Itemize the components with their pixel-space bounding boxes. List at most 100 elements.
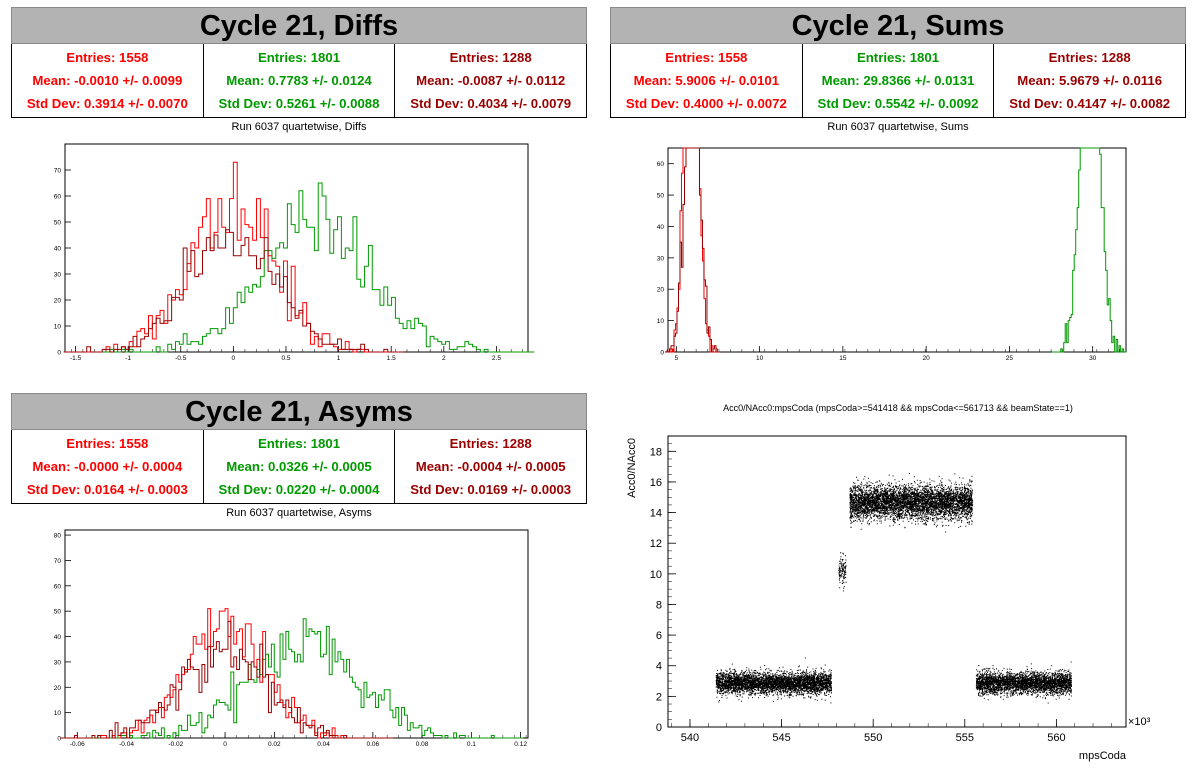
y-tick-label: 20 <box>657 287 665 294</box>
histogram-series-0 <box>65 608 388 739</box>
y-tick-label: 50 <box>54 220 62 227</box>
sums-stats-green: Entries: 1801 Mean: 29.8366 +/- 0.0131 S… <box>803 44 995 117</box>
entries-label: Entries: 1801 <box>257 436 341 451</box>
scatter-plot: 540 545 550 555 560 0 2 4 6 8 10 12 14 16 18 mpsCoda ×10… <box>626 435 1151 762</box>
scatter-cluster-1 <box>838 552 847 592</box>
histogram-series-1 <box>90 182 535 353</box>
entries-label: Entries: 1558 <box>66 50 149 65</box>
y-tick-label: 4 <box>656 661 662 673</box>
mean-label: Mean: 29.8366 +/- 0.0131 <box>821 73 975 88</box>
x-axis-label: mpsCoda <box>1079 750 1127 762</box>
y-tick-label: 6 <box>656 630 662 642</box>
plot-frame <box>667 147 1127 353</box>
y-tick-label: 0 <box>660 350 664 357</box>
x-tick-label: -1 <box>125 355 131 362</box>
diffs-stats-darkred: Entries: 1288 Mean: -0.0087 +/- 0.0112 S… <box>395 44 586 117</box>
entries-label: Entries: 1801 <box>856 50 940 65</box>
x-tick-label: 545 <box>772 732 790 744</box>
y-tick-label: 16 <box>650 477 662 489</box>
asyms-title: Cycle 21, Asyms <box>11 393 587 430</box>
histogram-series-1 <box>86 618 524 739</box>
x-axis-scale-label: ×10³ <box>1128 716 1151 728</box>
x-tick-label: 540 <box>681 732 699 744</box>
y-axis-label: Acc0/NAcc0 <box>626 438 638 498</box>
y-tick-label: 40 <box>54 634 62 641</box>
x-tick-label: 0.06 <box>367 741 380 748</box>
x-tick-label: 15 <box>839 355 847 362</box>
y-tick-label: 0 <box>57 736 61 743</box>
x-tick-label: -0.02 <box>168 741 183 748</box>
x-tick-label: -0.04 <box>119 741 134 748</box>
y-tick-label: 30 <box>54 272 62 279</box>
histogram-series-2 <box>60 620 393 739</box>
mean-label: Mean: -0.0000 +/- 0.0004 <box>32 459 183 474</box>
std-label: Std Dev: 0.4034 +/- 0.0079 <box>410 96 572 111</box>
y-tick-label: 2 <box>656 691 662 703</box>
y-tick-label: 70 <box>54 558 62 565</box>
sums-stats-red: Entries: 1558 Mean: 5.9006 +/- 0.0101 St… <box>611 44 803 117</box>
entries-label: Entries: 1801 <box>257 50 341 65</box>
scatter-cluster-3 <box>975 661 1072 704</box>
y-tick-label: 40 <box>54 246 62 253</box>
asyms-stats-red: Entries: 1558 Mean: -0.0000 +/- 0.0004 S… <box>12 430 204 503</box>
entries-label: Entries: 1288 <box>449 50 532 65</box>
x-tick-label: 10 <box>756 355 764 362</box>
x-tick-label: 0 <box>232 355 236 362</box>
y-tick-label: 8 <box>656 599 662 611</box>
plot-frame <box>64 143 529 353</box>
mean-label: Mean: 0.0326 +/- 0.0005 <box>226 459 372 474</box>
std-label: Std Dev: 0.0220 +/- 0.0004 <box>218 482 380 497</box>
sums-histogram: 5 10 15 20 25 30 0 10 20 30 40 50 60 <box>657 147 1127 362</box>
std-label: Std Dev: 0.5261 +/- 0.0088 <box>218 96 380 111</box>
x-tick-label: 30 <box>1089 355 1097 362</box>
entries-label: Entries: 1558 <box>66 436 149 451</box>
y-tick-label: 60 <box>657 161 665 168</box>
y-tick-label: 20 <box>54 298 62 305</box>
std-label: Std Dev: 0.0164 +/- 0.0003 <box>26 482 188 497</box>
y-tick-label: 70 <box>54 168 62 175</box>
x-tick-label: 555 <box>956 732 974 744</box>
std-label: Std Dev: 0.5542 +/- 0.0092 <box>817 96 979 111</box>
y-tick-label: 60 <box>54 194 62 201</box>
mean-label: Mean: 5.9679 +/- 0.0116 <box>1017 73 1163 88</box>
x-tick-label: 0.1 <box>467 741 476 748</box>
mean-label: Mean: -0.0004 +/- 0.0005 <box>415 459 566 474</box>
asyms-subtitle: Run 6037 quartetwise, Asyms <box>226 507 372 519</box>
std-label: Std Dev: 0.3914 +/- 0.0070 <box>26 96 188 111</box>
y-tick-label: 30 <box>54 659 62 666</box>
diffs-stats-box: Entries: 1558 Mean: -0.0010 +/- 0.0099 S… <box>11 44 587 118</box>
y-tick-label: 0 <box>57 350 61 357</box>
x-tick-label: 20 <box>923 355 931 362</box>
y-tick-label: 50 <box>54 609 62 616</box>
plot-frame <box>64 529 529 739</box>
histogram-series-2 <box>665 147 721 353</box>
diffs-histogram: -1.5 -1 -0.5 0 0.5 1 1.5 2 2.5 0 10 20 30 40 50 60 70 <box>54 143 535 362</box>
y-tick-label: 30 <box>657 255 665 262</box>
y-tick-label: 60 <box>54 583 62 590</box>
x-tick-label: 550 <box>864 732 882 744</box>
x-tick-label: 2.5 <box>492 355 501 362</box>
x-tick-label: 0 <box>223 741 227 748</box>
histogram-series-2 <box>63 229 404 353</box>
y-tick-label: 20 <box>54 685 62 692</box>
scatter-cluster-2 <box>849 473 974 533</box>
x-tick-label: 1 <box>337 355 341 362</box>
mean-label: Mean: -0.0010 +/- 0.0099 <box>32 73 183 88</box>
entries-label: Entries: 1558 <box>665 50 748 65</box>
y-tick-label: 0 <box>656 722 662 734</box>
scatter-title: Acc0/NAcc0:mpsCoda (mpsCoda>=541418 && m… <box>723 403 1073 413</box>
asyms-stats-darkred: Entries: 1288 Mean: -0.0004 +/- 0.0005 S… <box>395 430 586 503</box>
x-tick-label: 25 <box>1006 355 1014 362</box>
x-tick-label: 0.12 <box>514 741 527 748</box>
mean-label: Mean: -0.0087 +/- 0.0112 <box>416 73 566 88</box>
x-tick-label: -0.06 <box>70 741 85 748</box>
x-tick-label: 0.04 <box>317 741 330 748</box>
diffs-subtitle: Run 6037 quartetwise, Diffs <box>231 121 367 133</box>
y-tick-label: 50 <box>657 193 665 200</box>
diffs-stats-red: Entries: 1558 Mean: -0.0010 +/- 0.0099 S… <box>12 44 204 117</box>
y-tick-label: 12 <box>650 538 662 550</box>
entries-label: Entries: 1288 <box>1048 50 1131 65</box>
entries-label: Entries: 1288 <box>449 436 532 451</box>
x-tick-label: 1.5 <box>387 355 396 362</box>
x-tick-label: 0.5 <box>281 355 290 362</box>
